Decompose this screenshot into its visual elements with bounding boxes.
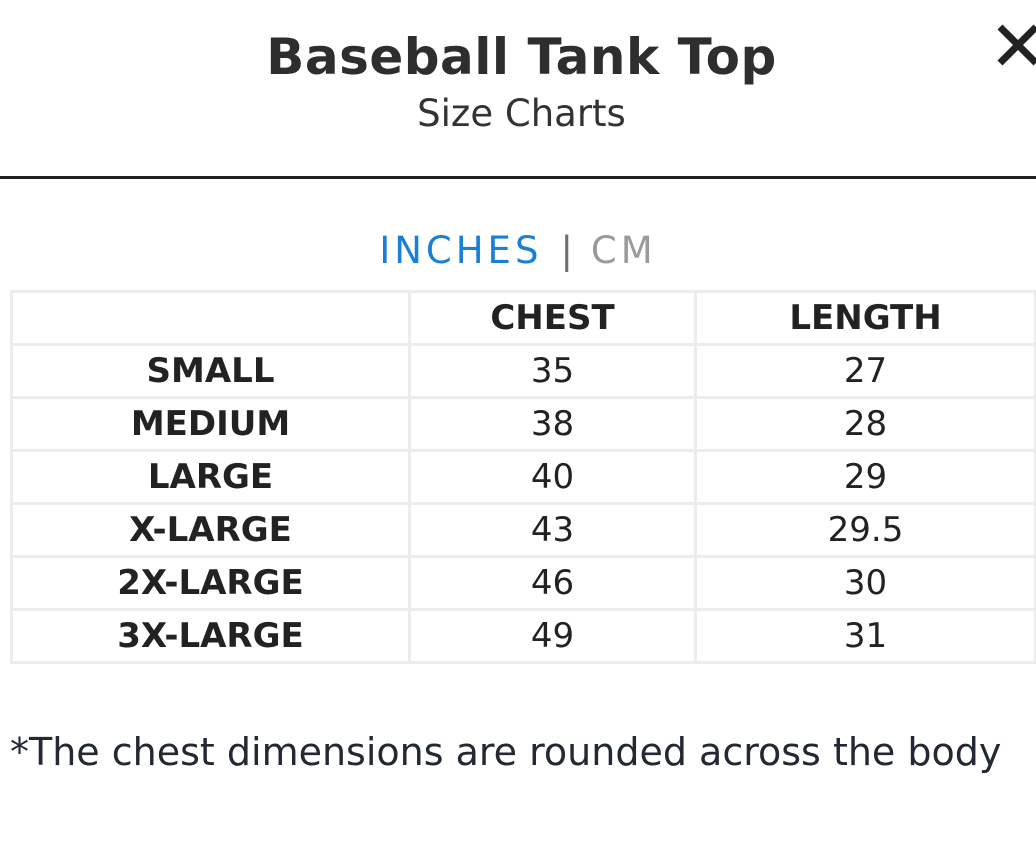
table-row: X-LARGE 43 29.5 — [10, 502, 1036, 558]
unit-cm-tab[interactable]: CM — [590, 229, 657, 272]
unit-inches-tab[interactable]: INCHES — [379, 229, 543, 272]
length-cell: 29 — [694, 449, 1036, 505]
column-header-length: LENGTH — [694, 290, 1036, 346]
unit-toggle: INCHES | CM — [0, 229, 1036, 272]
size-cell: MEDIUM — [10, 396, 411, 452]
size-cell: LARGE — [10, 449, 411, 505]
column-header-size — [10, 290, 411, 346]
close-button[interactable] — [996, 18, 1036, 68]
length-cell: 31 — [694, 608, 1036, 664]
size-cell: 3X-LARGE — [10, 608, 411, 664]
table-row: LARGE 40 29 — [10, 449, 1036, 505]
table-row: 2X-LARGE 46 30 — [10, 555, 1036, 611]
size-chart-table: CHEST LENGTH SMALL 35 27 MEDIUM 38 28 LA… — [10, 290, 1036, 664]
chest-cell: 40 — [408, 449, 697, 505]
chest-cell: 49 — [408, 608, 697, 664]
unit-separator: | — [560, 229, 573, 272]
header-divider — [0, 176, 1036, 179]
chest-cell: 46 — [408, 555, 697, 611]
chest-cell: 35 — [408, 343, 697, 399]
table-header-row: CHEST LENGTH — [10, 290, 1036, 346]
modal-header: Baseball Tank Top Size Charts — [0, 0, 1036, 176]
page-title: Baseball Tank Top — [266, 28, 777, 86]
chest-cell: 43 — [408, 502, 697, 558]
close-icon[interactable] — [996, 18, 1036, 68]
table-row: MEDIUM 38 28 — [10, 396, 1036, 452]
length-cell: 27 — [694, 343, 1036, 399]
size-cell: 2X-LARGE — [10, 555, 411, 611]
chest-cell: 38 — [408, 396, 697, 452]
size-cell: X-LARGE — [10, 502, 411, 558]
chest-footnote: *The chest dimensions are rounded across… — [10, 730, 1002, 774]
size-cell: SMALL — [10, 343, 411, 399]
table-row: 3X-LARGE 49 31 — [10, 608, 1036, 664]
length-cell: 30 — [694, 555, 1036, 611]
page-subtitle: Size Charts — [417, 92, 626, 135]
table-row: SMALL 35 27 — [10, 343, 1036, 399]
length-cell: 29.5 — [694, 502, 1036, 558]
length-cell: 28 — [694, 396, 1036, 452]
column-header-chest: CHEST — [408, 290, 697, 346]
